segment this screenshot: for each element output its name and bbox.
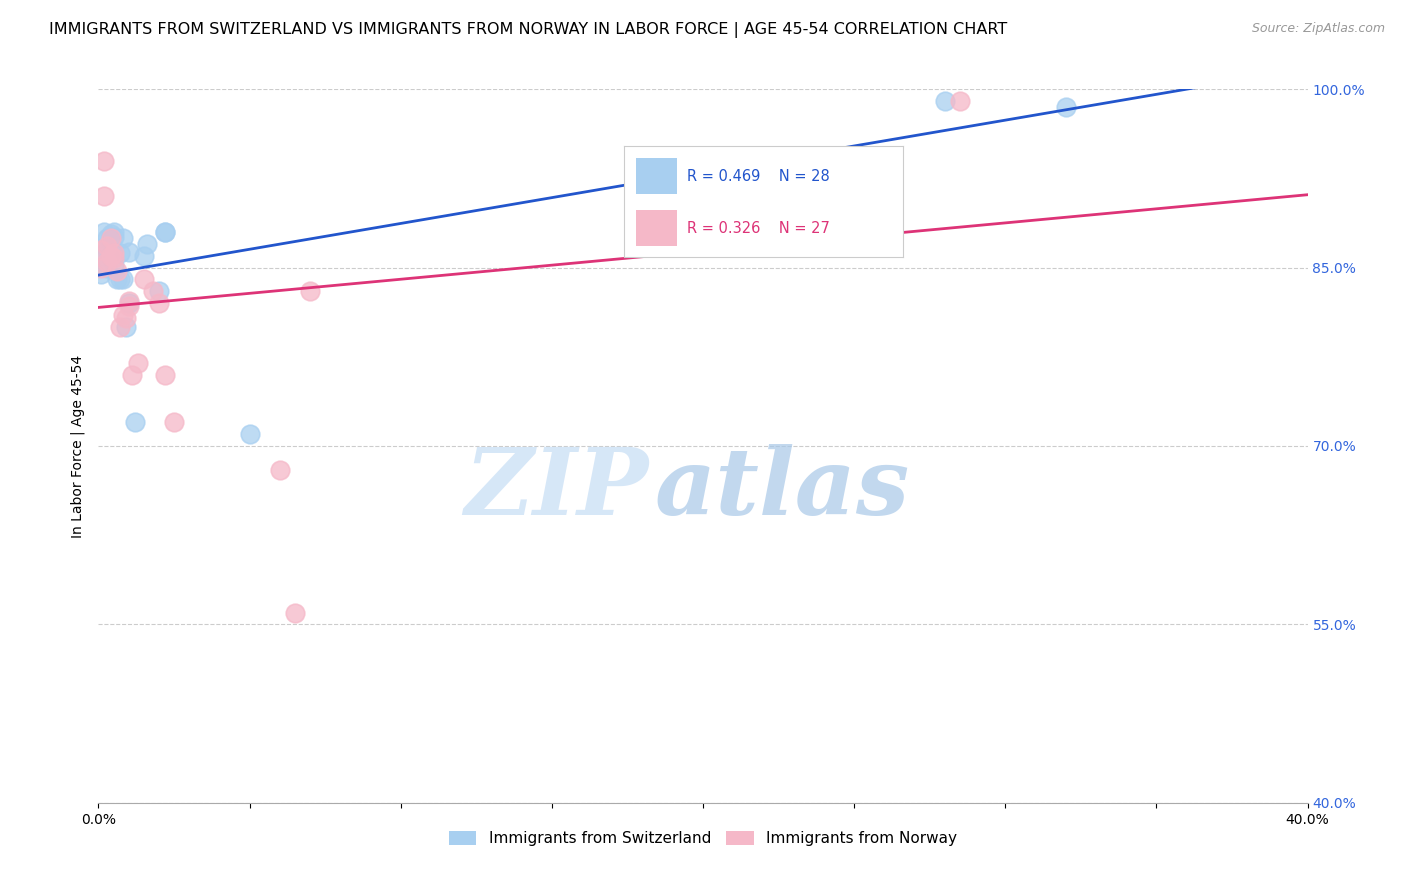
Text: atlas: atlas bbox=[655, 444, 910, 533]
Point bbox=[135, 236, 157, 251]
Point bbox=[108, 320, 131, 334]
Point bbox=[96, 260, 118, 275]
Point bbox=[118, 245, 141, 260]
Point bbox=[90, 260, 112, 275]
Point bbox=[1054, 100, 1077, 114]
Point bbox=[934, 94, 956, 108]
Point bbox=[118, 299, 141, 313]
Point bbox=[96, 231, 118, 245]
Point bbox=[111, 231, 134, 245]
Point bbox=[105, 264, 128, 278]
Point bbox=[949, 94, 972, 108]
Point bbox=[163, 415, 186, 429]
Point bbox=[93, 189, 115, 203]
Point bbox=[299, 285, 322, 299]
Point bbox=[132, 272, 155, 286]
Point bbox=[103, 258, 125, 272]
Point bbox=[90, 249, 112, 263]
Point bbox=[111, 272, 134, 286]
Point bbox=[118, 293, 141, 308]
Point bbox=[103, 225, 125, 239]
Text: Source: ZipAtlas.com: Source: ZipAtlas.com bbox=[1251, 22, 1385, 36]
Text: ZIP: ZIP bbox=[464, 444, 648, 533]
Point bbox=[93, 225, 115, 239]
Legend: Immigrants from Switzerland, Immigrants from Norway: Immigrants from Switzerland, Immigrants … bbox=[443, 824, 963, 852]
Point bbox=[90, 243, 112, 257]
Point bbox=[132, 249, 155, 263]
Point bbox=[111, 308, 134, 322]
Point bbox=[100, 227, 122, 242]
Point bbox=[148, 285, 170, 299]
Point bbox=[100, 236, 122, 251]
Point bbox=[90, 267, 112, 281]
Point bbox=[103, 246, 125, 260]
Point bbox=[142, 285, 165, 299]
Point bbox=[153, 225, 176, 239]
Point bbox=[96, 243, 118, 257]
Point bbox=[105, 272, 128, 286]
Point bbox=[153, 225, 176, 239]
Point bbox=[284, 606, 307, 620]
Y-axis label: In Labor Force | Age 45-54: In Labor Force | Age 45-54 bbox=[70, 354, 84, 538]
Point bbox=[127, 356, 149, 370]
Text: IMMIGRANTS FROM SWITZERLAND VS IMMIGRANTS FROM NORWAY IN LABOR FORCE | AGE 45-54: IMMIGRANTS FROM SWITZERLAND VS IMMIGRANT… bbox=[49, 22, 1008, 38]
Point bbox=[108, 272, 131, 286]
Point bbox=[93, 153, 115, 168]
Point bbox=[239, 427, 262, 442]
Point bbox=[118, 296, 141, 310]
Point bbox=[100, 231, 122, 245]
Point bbox=[96, 239, 118, 253]
Point bbox=[121, 368, 143, 382]
Point bbox=[124, 415, 146, 429]
Point bbox=[100, 249, 122, 263]
Point bbox=[114, 320, 136, 334]
Point bbox=[269, 463, 291, 477]
Point bbox=[148, 296, 170, 310]
Point bbox=[108, 246, 131, 260]
Point bbox=[114, 310, 136, 325]
Point bbox=[103, 251, 125, 265]
Point bbox=[153, 368, 176, 382]
Point bbox=[96, 254, 118, 268]
Point bbox=[103, 229, 125, 244]
